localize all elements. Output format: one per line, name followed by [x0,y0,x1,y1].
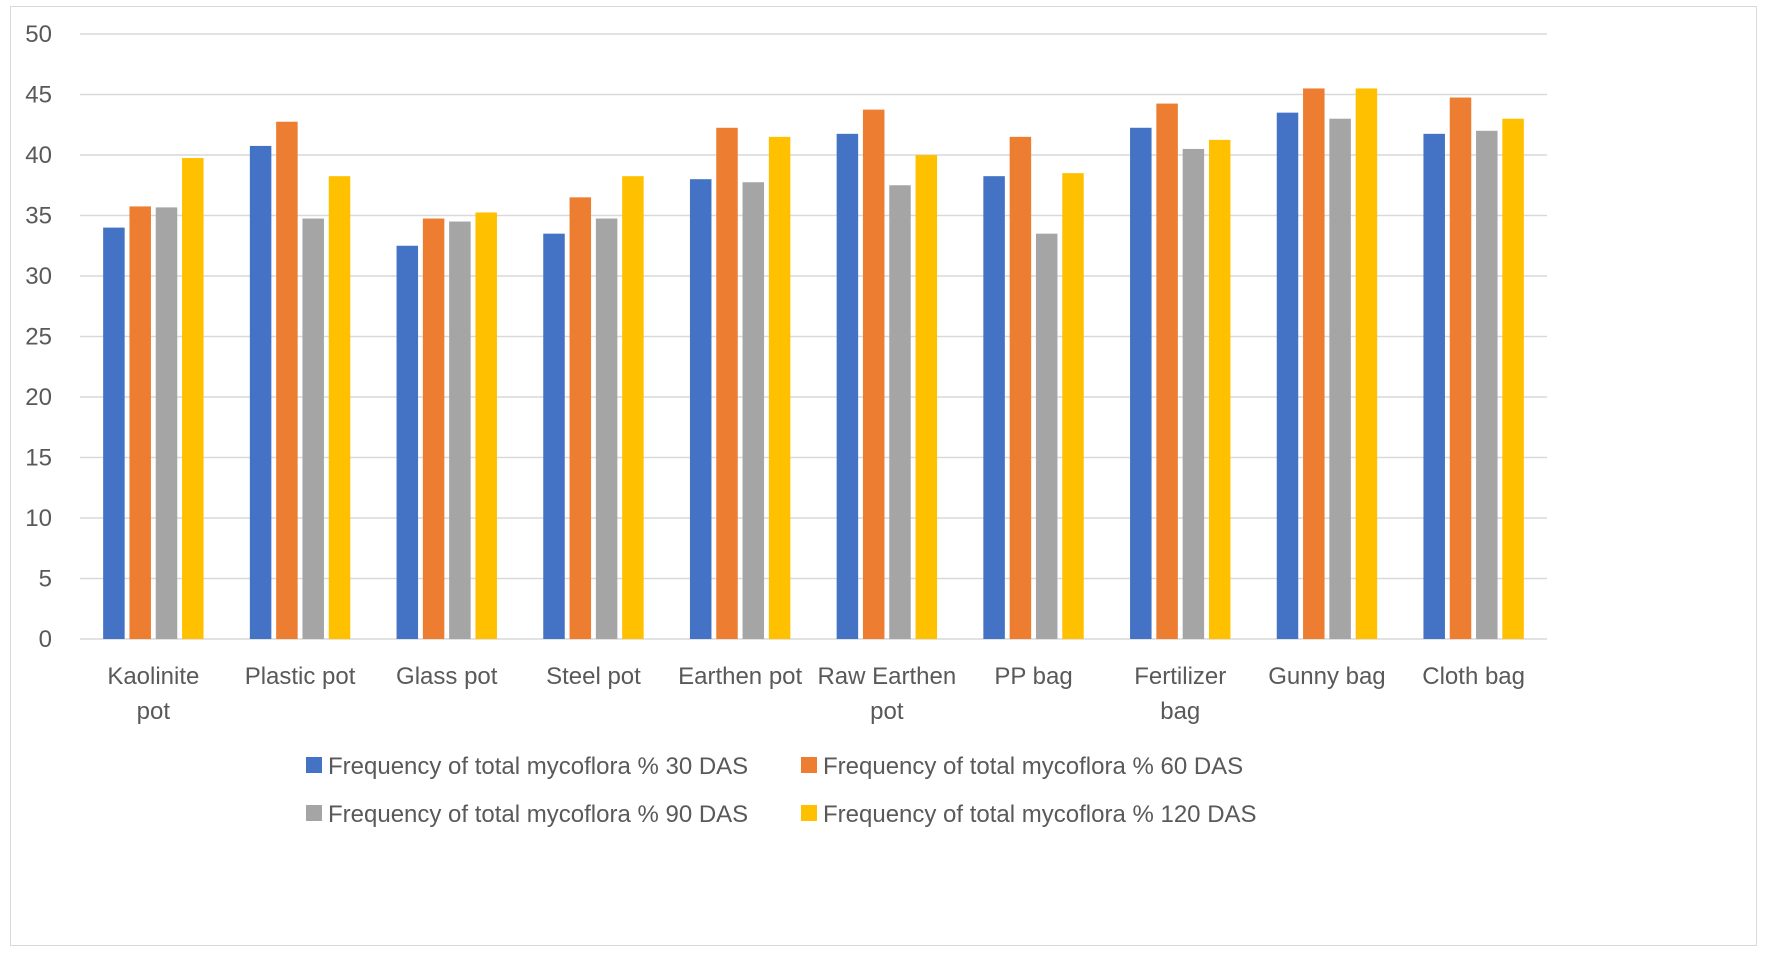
bar [1303,88,1325,639]
bar [595,218,618,639]
legend-swatch [801,757,817,773]
legend-swatch [801,805,817,821]
bar [129,206,151,640]
bar [396,245,419,639]
bar [569,197,592,639]
y-tick-label: 45 [25,82,52,109]
bar [742,182,765,639]
y-tick-label: 50 [25,21,52,48]
bar [768,136,791,639]
y-tick-label: 0 [39,626,52,653]
bar [103,227,125,639]
x-tick-label: Plastic pot [245,663,356,690]
x-tick-label: bag [1160,698,1200,725]
legend: Frequency of total mycoflora % 30 DAS Fre… [306,753,1257,828]
bar [475,212,497,639]
y-tick-label: 20 [25,384,52,411]
bar [328,176,351,640]
bar [622,176,644,640]
x-tick-label: Kaolinite [107,663,199,690]
bar [689,179,712,639]
legend-swatch [306,757,322,773]
legend-swatch [306,805,322,821]
bar [1329,118,1351,639]
bar [1062,173,1084,639]
bar [836,133,859,639]
y-tick-label: 10 [25,505,52,532]
legend-label: Frequency of total mycoflora % 120 DAS [823,801,1257,828]
bar [915,155,938,639]
x-tick-label: Fertilizer [1134,663,1226,690]
legend-label: Frequency of total mycoflora % 60 DAS [823,753,1243,780]
bar [543,233,565,639]
bar [1130,127,1152,640]
y-tick-label: 15 [25,445,52,472]
x-tick-label: Cloth bag [1422,663,1525,690]
x-tick-label: Gunny bag [1268,663,1385,690]
bar [422,218,445,639]
y-tick-label: 25 [25,324,52,351]
bar [1476,130,1498,640]
bar [249,145,272,640]
gridlines [80,33,1547,640]
bar [1009,136,1032,639]
bar [302,218,324,639]
x-axis-labels: Kaolinite pot Plastic pot Glass pot Steel po… [107,663,1525,725]
bar [1276,112,1299,639]
bar [1355,88,1378,639]
bar [1423,133,1445,639]
y-axis-ticks: 0 5 10 15 20 25 30 35 40 45 50 [25,21,52,653]
x-tick-label: Glass pot [396,663,498,690]
x-tick-label: Steel pot [546,663,641,690]
legend-label: Frequency of total mycoflora % 30 DAS [328,753,748,780]
bar [1502,118,1524,639]
x-tick-label: PP bag [994,663,1072,690]
y-tick-label: 30 [25,263,52,290]
bar [1182,148,1205,639]
bar [862,109,885,639]
x-tick-label: Earthen pot [678,663,802,690]
bar [449,221,471,640]
bar [1208,139,1231,639]
x-tick-label: pot [137,698,171,725]
bar [983,176,1005,640]
bar [1449,97,1472,639]
bar [716,127,738,640]
bars [103,88,1524,640]
bar [1035,233,1058,639]
x-tick-label: Raw Earthen [817,663,956,690]
y-tick-label: 5 [39,566,52,593]
y-tick-label: 35 [25,203,52,230]
bar [182,158,204,639]
bar [276,121,298,640]
x-tick-label: pot [870,698,904,725]
bar [155,207,178,639]
bar [1156,103,1178,639]
bar [889,185,911,639]
y-tick-label: 40 [25,142,52,169]
legend-label: Frequency of total mycoflora % 90 DAS [328,801,748,828]
